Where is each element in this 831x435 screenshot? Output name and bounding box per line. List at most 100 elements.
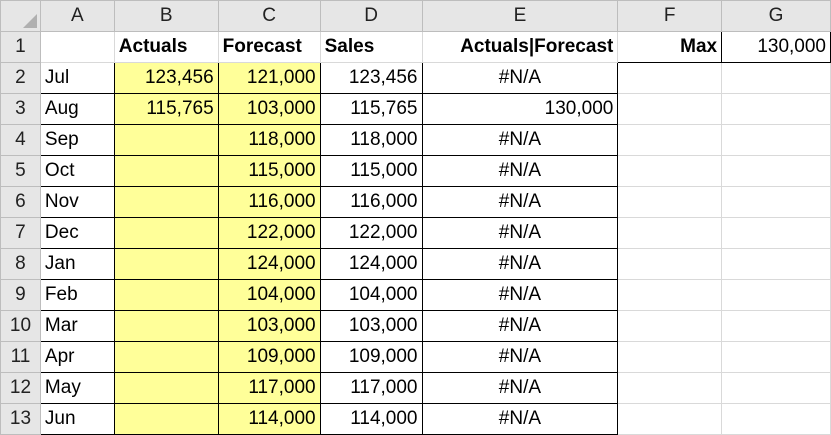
cell-month[interactable]: Aug <box>39 93 115 125</box>
cell-sales[interactable]: 115,765 <box>319 93 423 125</box>
cell-combined[interactable]: #N/A <box>421 124 619 156</box>
row-header-1[interactable]: 1 <box>0 31 41 63</box>
cell-empty-f[interactable] <box>617 279 723 311</box>
cell-b1-actuals-header[interactable]: Actuals <box>113 31 219 63</box>
cell-combined[interactable]: #N/A <box>421 186 619 218</box>
cell-combined[interactable]: 130,000 <box>421 93 619 125</box>
cell-combined[interactable]: #N/A <box>421 155 619 187</box>
cell-month[interactable]: Nov <box>39 186 115 218</box>
cell-empty-g[interactable] <box>721 403 831 435</box>
cell-f1-max-label[interactable]: Max <box>617 31 723 63</box>
cell-combined[interactable]: #N/A <box>421 248 619 280</box>
cell-actuals[interactable] <box>113 279 219 311</box>
cell-g1-max-value[interactable]: 130,000 <box>721 31 831 63</box>
cell-empty-f[interactable] <box>617 341 723 373</box>
cell-month[interactable]: May <box>39 372 115 404</box>
cell-forecast[interactable]: 117,000 <box>217 372 321 404</box>
cell-empty-g[interactable] <box>721 341 831 373</box>
row-header-13[interactable]: 13 <box>0 403 41 435</box>
cell-forecast[interactable]: 124,000 <box>217 248 321 280</box>
cell-forecast[interactable]: 118,000 <box>217 124 321 156</box>
cell-actuals[interactable] <box>113 310 219 342</box>
cell-month[interactable]: Jun <box>39 403 115 435</box>
column-header-c[interactable]: C <box>217 0 321 32</box>
cell-empty-f[interactable] <box>617 124 723 156</box>
cell-actuals[interactable]: 123,456 <box>113 62 219 94</box>
column-header-a[interactable]: A <box>39 0 115 32</box>
cell-month[interactable]: Dec <box>39 217 115 249</box>
row-header-7[interactable]: 7 <box>0 217 41 249</box>
cell-forecast[interactable]: 122,000 <box>217 217 321 249</box>
cell-empty-g[interactable] <box>721 248 831 280</box>
cell-actuals[interactable] <box>113 124 219 156</box>
cell-actuals[interactable]: 115,765 <box>113 93 219 125</box>
cell-empty-g[interactable] <box>721 93 831 125</box>
row-header-2[interactable]: 2 <box>0 62 41 94</box>
cell-empty-f[interactable] <box>617 310 723 342</box>
column-header-g[interactable]: G <box>721 0 831 32</box>
cell-empty-f[interactable] <box>617 248 723 280</box>
cell-combined[interactable]: #N/A <box>421 341 619 373</box>
cell-sales[interactable]: 103,000 <box>319 310 423 342</box>
cell-empty-f[interactable] <box>617 155 723 187</box>
cell-empty-f[interactable] <box>617 403 723 435</box>
cell-combined[interactable]: #N/A <box>421 217 619 249</box>
cell-actuals[interactable] <box>113 341 219 373</box>
column-header-e[interactable]: E <box>421 0 619 32</box>
cell-forecast[interactable]: 114,000 <box>217 403 321 435</box>
cell-c1-forecast-header[interactable]: Forecast <box>217 31 321 63</box>
cell-empty-g[interactable] <box>721 155 831 187</box>
cell-actuals[interactable] <box>113 248 219 280</box>
cell-empty-g[interactable] <box>721 310 831 342</box>
row-header-8[interactable]: 8 <box>0 248 41 280</box>
cell-month[interactable]: Apr <box>39 341 115 373</box>
cell-sales[interactable]: 122,000 <box>319 217 423 249</box>
cell-month[interactable]: Jan <box>39 248 115 280</box>
cell-actuals[interactable] <box>113 403 219 435</box>
cell-d1-sales-header[interactable]: Sales <box>319 31 423 63</box>
cell-empty-g[interactable] <box>721 62 831 94</box>
cell-empty-g[interactable] <box>721 124 831 156</box>
cell-empty-g[interactable] <box>721 217 831 249</box>
row-header-9[interactable]: 9 <box>0 279 41 311</box>
cell-month[interactable]: Feb <box>39 279 115 311</box>
cell-a1[interactable] <box>39 31 115 63</box>
cell-empty-f[interactable] <box>617 372 723 404</box>
cell-sales[interactable]: 104,000 <box>319 279 423 311</box>
cell-forecast[interactable]: 104,000 <box>217 279 321 311</box>
cell-forecast[interactable]: 103,000 <box>217 93 321 125</box>
row-header-5[interactable]: 5 <box>0 155 41 187</box>
cell-empty-g[interactable] <box>721 372 831 404</box>
cell-sales[interactable]: 123,456 <box>319 62 423 94</box>
row-header-3[interactable]: 3 <box>0 93 41 125</box>
cell-combined[interactable]: #N/A <box>421 279 619 311</box>
cell-combined[interactable]: #N/A <box>421 310 619 342</box>
cell-sales[interactable]: 118,000 <box>319 124 423 156</box>
cell-actuals[interactable] <box>113 217 219 249</box>
cell-empty-f[interactable] <box>617 62 723 94</box>
cell-forecast[interactable]: 115,000 <box>217 155 321 187</box>
row-header-10[interactable]: 10 <box>0 310 41 342</box>
row-header-11[interactable]: 11 <box>0 341 41 373</box>
cell-empty-g[interactable] <box>721 279 831 311</box>
row-header-12[interactable]: 12 <box>0 372 41 404</box>
cell-combined[interactable]: #N/A <box>421 372 619 404</box>
cell-empty-f[interactable] <box>617 186 723 218</box>
column-header-d[interactable]: D <box>319 0 423 32</box>
cell-actuals[interactable] <box>113 372 219 404</box>
cell-empty-f[interactable] <box>617 217 723 249</box>
cell-empty-g[interactable] <box>721 186 831 218</box>
cell-forecast[interactable]: 116,000 <box>217 186 321 218</box>
cell-month[interactable]: Sep <box>39 124 115 156</box>
cell-empty-f[interactable] <box>617 93 723 125</box>
cell-forecast[interactable]: 103,000 <box>217 310 321 342</box>
cell-month[interactable]: Oct <box>39 155 115 187</box>
row-header-4[interactable]: 4 <box>0 124 41 156</box>
select-all-corner[interactable] <box>0 0 41 32</box>
column-header-f[interactable]: F <box>617 0 723 32</box>
cell-forecast[interactable]: 121,000 <box>217 62 321 94</box>
row-header-6[interactable]: 6 <box>0 186 41 218</box>
cell-sales[interactable]: 117,000 <box>319 372 423 404</box>
cell-sales[interactable]: 114,000 <box>319 403 423 435</box>
cell-sales[interactable]: 115,000 <box>319 155 423 187</box>
